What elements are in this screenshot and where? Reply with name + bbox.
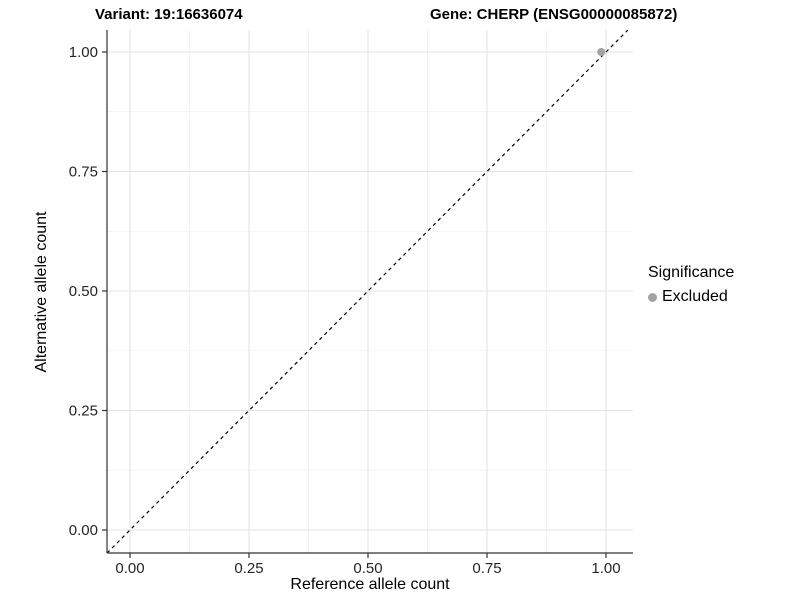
x-axis-title: Reference allele count	[290, 576, 450, 593]
y-tick-label: 0.25	[69, 403, 98, 420]
y-tick-label: 0.75	[69, 164, 98, 181]
excluded-point-icon	[648, 292, 657, 302]
x-tick-label: 0.00	[115, 560, 144, 577]
legend: Significance Excluded	[648, 264, 734, 306]
x-tick-label: 0.75	[472, 560, 501, 577]
y-tick-label: 1.00	[69, 44, 98, 61]
x-tick-label: 0.50	[353, 560, 382, 577]
plot-title-gene: Gene: CHERP (ENSG00000085872)	[430, 6, 678, 23]
y-tick-label: 0.50	[69, 283, 98, 300]
y-tick-label: 0.00	[69, 522, 98, 539]
data-point-excluded	[597, 48, 606, 56]
legend-entry-excluded: Excluded	[648, 288, 734, 306]
x-tick-label: 1.00	[591, 560, 620, 577]
legend-entry-label: Excluded	[662, 288, 728, 305]
x-tick-label: 0.25	[234, 560, 263, 577]
legend-title: Significance	[648, 264, 735, 281]
plot-title-variant: Variant: 19:16636074	[95, 6, 243, 23]
y-axis-title: Alternative allele count	[33, 211, 50, 373]
